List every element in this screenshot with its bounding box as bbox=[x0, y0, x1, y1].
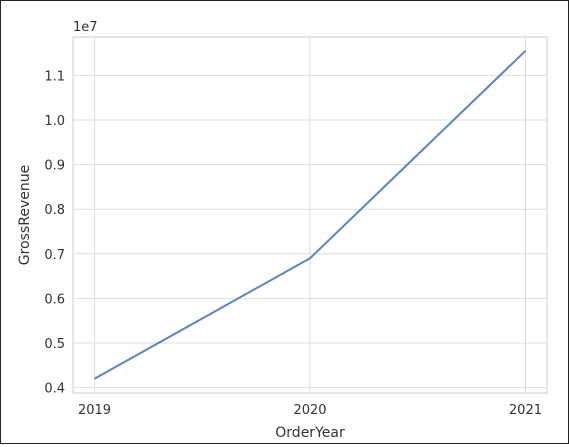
y-tick-label: 0.4 bbox=[44, 382, 65, 397]
y-tick-label: 0.6 bbox=[44, 292, 65, 307]
x-tick-label: 2020 bbox=[293, 403, 326, 418]
y-tick-label: 0.9 bbox=[44, 159, 65, 174]
y-tick-labels: 0.4 0.5 0.6 0.7 0.8 0.9 1.0 1.1 bbox=[44, 69, 65, 396]
offset-label: 1e7 bbox=[73, 20, 98, 35]
y-tick-label: 1.0 bbox=[44, 114, 65, 129]
x-axis-label: OrderYear bbox=[275, 425, 345, 441]
y-tick-label: 0.7 bbox=[44, 248, 65, 263]
x-tick-label: 2019 bbox=[78, 403, 111, 418]
y-axis-label: GrossRevenue bbox=[17, 165, 33, 265]
y-tick-label: 0.5 bbox=[44, 337, 65, 352]
x-tick-label: 2021 bbox=[509, 403, 542, 418]
y-tick-label: 1.1 bbox=[44, 69, 65, 84]
x-tick-labels: 2019 2020 2021 bbox=[78, 403, 542, 418]
y-tick-label: 0.8 bbox=[44, 203, 65, 218]
